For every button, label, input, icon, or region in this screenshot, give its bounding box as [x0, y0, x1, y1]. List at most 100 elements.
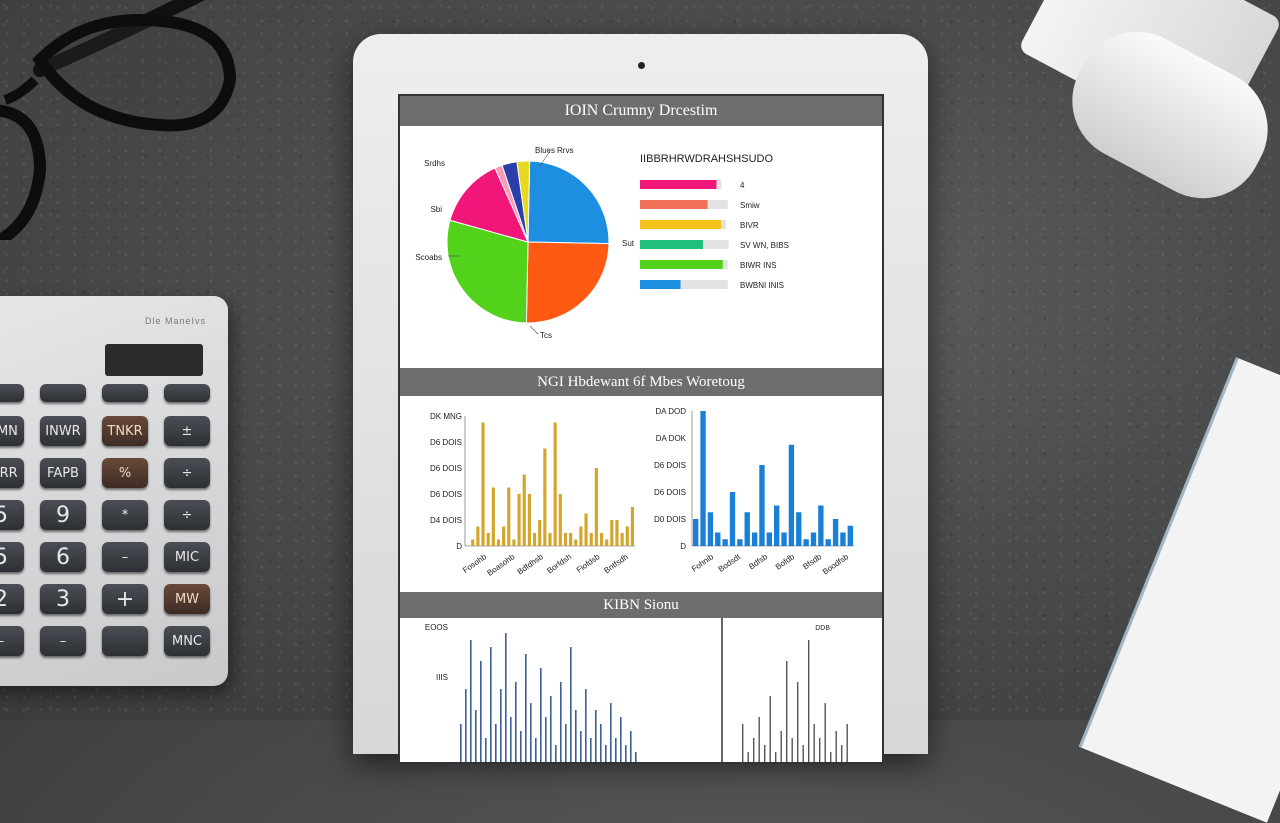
bar — [693, 519, 699, 546]
calculator-key: MIC — [164, 542, 210, 572]
calculator-image: Dle ManeIvs WMN INWR TNKR ± FPRR FAPB% ÷ 59 * ÷ 56… — [0, 296, 228, 686]
bar — [759, 465, 765, 546]
x-tick-label: Boodfsb — [821, 552, 851, 577]
calculator-key — [0, 384, 24, 402]
y-tick-label: D6 DOIS — [654, 461, 686, 470]
x-tick-label: Borfdsh — [545, 552, 573, 575]
hbar-bar — [640, 180, 717, 189]
bar — [522, 474, 526, 546]
bar — [715, 532, 721, 546]
bar — [540, 668, 542, 762]
bar — [510, 717, 512, 762]
y-tick-label: DA DOK — [656, 434, 687, 443]
pie-slice-label: Scoabs — [415, 253, 442, 262]
bar — [751, 532, 758, 546]
bar — [517, 494, 521, 546]
bar — [460, 724, 462, 762]
bar — [700, 411, 706, 546]
bar — [825, 539, 831, 546]
calculator-key: WMN — [0, 416, 24, 446]
y-tick-label: DDB — [815, 625, 830, 632]
bar — [744, 512, 750, 546]
x-tick-label: Bdfsb — [747, 552, 769, 571]
bar — [802, 745, 804, 762]
x-tick-label: Fosohb — [461, 552, 488, 575]
y-tick-label: D6 DOIS — [430, 490, 462, 499]
hbar-label: BIVR — [740, 221, 759, 230]
bar — [729, 492, 736, 546]
bar — [788, 444, 795, 546]
bar — [500, 689, 502, 762]
bar — [545, 717, 547, 762]
bar — [465, 689, 467, 762]
bar — [747, 752, 749, 762]
bar — [722, 539, 728, 546]
bar — [594, 468, 598, 546]
bar — [605, 745, 607, 762]
pie-leader-line — [539, 150, 551, 167]
x-tick-label: Fohnib — [690, 552, 716, 574]
bar — [565, 724, 567, 762]
bar — [780, 731, 782, 762]
bar — [600, 724, 602, 762]
bar — [630, 507, 634, 546]
bar — [595, 710, 597, 762]
bar — [470, 640, 472, 762]
calculator-brand: Dle ManeIvs — [145, 316, 207, 326]
bar — [753, 738, 755, 762]
pie-slice-label: Blues — [535, 146, 555, 155]
bar — [846, 724, 848, 762]
y-tick-label: D6 DOIS — [430, 438, 462, 447]
bar — [835, 731, 837, 762]
bar — [575, 710, 577, 762]
tablet-device: IOIN Crumny Drcestim Blues Rrvs Srdhs Sbi Sc… — [353, 34, 928, 764]
calculator-key — [102, 384, 148, 402]
bar — [810, 532, 817, 546]
calculator-key: 6 — [40, 542, 86, 572]
calculator-key: * — [102, 500, 148, 530]
calculator-key: FPRR — [0, 458, 24, 488]
bar — [560, 682, 562, 762]
bar — [797, 682, 799, 762]
bar — [512, 539, 516, 546]
bar — [476, 526, 480, 546]
bar — [758, 717, 760, 762]
bar — [486, 533, 490, 546]
bar — [535, 738, 537, 762]
bar — [769, 696, 771, 762]
y-tick-label: D6 DOIS — [430, 464, 462, 473]
calculator-key: % — [102, 458, 148, 488]
bar — [558, 494, 562, 546]
bar — [569, 533, 573, 546]
bar — [605, 539, 609, 546]
calculator-key — [102, 626, 148, 656]
hbar-bar — [640, 260, 723, 269]
x-tick-label: Bdfdhsb — [516, 552, 546, 577]
calculator-key: ÷ — [164, 500, 210, 530]
top-chart-panel: Blues Rrvs Srdhs Sbi Scoabs Tcs IIBBRHRWDRAHSH… — [415, 146, 789, 340]
bar — [520, 731, 522, 762]
bar — [742, 724, 744, 762]
calculator-key: INWR — [40, 416, 86, 446]
bar — [707, 512, 714, 546]
bar — [495, 724, 497, 762]
bar — [610, 520, 614, 546]
bar — [505, 633, 507, 762]
calculator-key: ÷ — [164, 458, 210, 488]
bar — [635, 752, 637, 762]
hbar-bar — [640, 280, 681, 289]
bar — [630, 731, 632, 762]
bar — [485, 738, 487, 762]
dashboard-screen: IOIN Crumny Drcestim Blues Rrvs Srdhs Sbi Sc… — [398, 94, 884, 764]
bar — [502, 526, 506, 546]
bar — [584, 513, 588, 546]
pie-slice-label: Rrvs — [557, 146, 573, 155]
bar — [590, 738, 592, 762]
bar — [570, 647, 572, 762]
bar — [538, 520, 542, 546]
calculator-key: – — [102, 542, 148, 572]
bar — [515, 682, 517, 762]
bar — [589, 533, 593, 546]
y-tick-label: D — [680, 542, 686, 551]
